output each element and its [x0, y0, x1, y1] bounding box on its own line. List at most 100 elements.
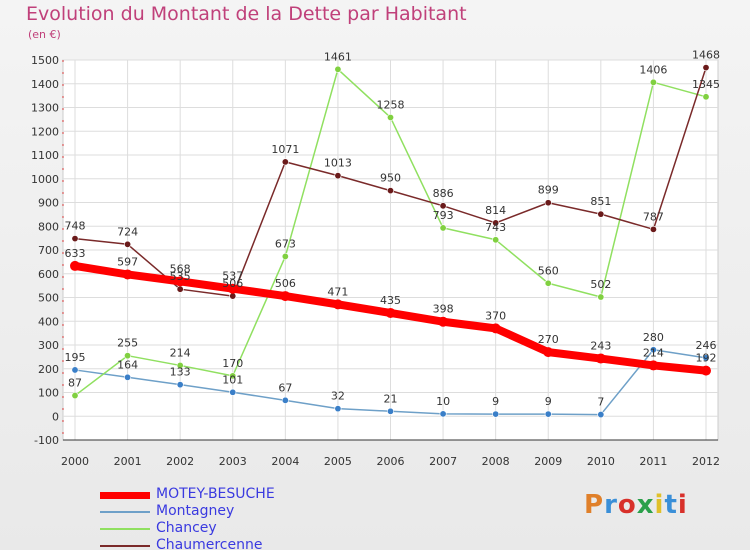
data-point	[124, 240, 132, 248]
legend-swatch	[100, 511, 150, 513]
data-point	[334, 65, 342, 73]
y-tick-label: 1400	[31, 78, 59, 91]
data-labels: 195 164 133 101 67 32 21 10 9 9 7 280 246 87 255 214 170…	[65, 49, 721, 409]
data-label: 743	[485, 221, 506, 234]
data-label: 255	[117, 337, 138, 350]
logo-letter: o	[617, 490, 637, 520]
data-point	[544, 410, 552, 418]
x-tick-label: 2006	[377, 455, 405, 468]
y-tick-label: 1200	[31, 125, 59, 138]
data-label: 787	[643, 210, 664, 223]
data-point	[122, 269, 133, 280]
grid	[62, 59, 719, 441]
data-point	[439, 410, 447, 418]
x-tick-label: 2000	[61, 455, 89, 468]
data-point	[280, 291, 291, 302]
y-tick-label: 900	[38, 197, 59, 210]
data-point	[334, 405, 342, 413]
chart-unit: (en €)	[28, 28, 61, 41]
legend-swatch	[100, 545, 150, 547]
data-label: 195	[65, 351, 86, 364]
data-point	[597, 411, 605, 419]
legend-label: Chancey	[156, 520, 217, 536]
data-label: 164	[117, 358, 138, 371]
data-label: 246	[696, 339, 717, 352]
data-point	[176, 381, 184, 389]
data-label: 214	[170, 346, 191, 359]
data-label: 560	[538, 264, 559, 277]
logo-letter: i	[677, 490, 688, 520]
data-label: 243	[590, 340, 611, 353]
x-tick-label: 2004	[271, 455, 299, 468]
data-point	[386, 187, 394, 195]
data-point	[386, 113, 394, 121]
axes: -100 0 100 200 300 400 500 600 700 800 900 1000 1100…	[31, 54, 720, 468]
data-label: 370	[485, 309, 506, 322]
data-point	[544, 279, 552, 287]
data-label: 851	[590, 195, 611, 208]
data-label: 214	[643, 346, 664, 359]
data-label: 673	[275, 237, 296, 250]
data-label: 270	[538, 333, 559, 346]
y-tick-label: 1100	[31, 149, 59, 162]
data-point	[71, 392, 79, 400]
data-label: 724	[117, 225, 138, 238]
data-label: 170	[222, 357, 243, 370]
data-point	[701, 365, 711, 376]
data-point	[229, 388, 237, 396]
data-point	[70, 260, 80, 271]
logo-letter: x	[636, 490, 655, 520]
y-tick-label: 1000	[31, 173, 59, 186]
legend-swatch	[100, 528, 150, 530]
data-label: 1345	[692, 78, 720, 91]
logo-letter: r	[604, 490, 618, 520]
data-point	[124, 352, 132, 360]
data-label: 21	[384, 392, 398, 405]
data-label: 502	[590, 278, 611, 291]
data-point	[439, 202, 447, 210]
data-label: 748	[65, 220, 86, 233]
data-point	[492, 236, 500, 244]
y-tick-label: 400	[38, 315, 59, 328]
data-point	[649, 346, 657, 354]
y-tick-label: 300	[38, 339, 59, 352]
data-label: 67	[278, 381, 292, 394]
legend-label: MOTEY-BESUCHE	[156, 486, 275, 502]
data-label: 398	[433, 303, 454, 316]
data-point	[648, 360, 659, 371]
data-label: 506	[222, 277, 243, 290]
data-point	[334, 172, 342, 180]
data-point	[438, 316, 449, 327]
x-tick-label: 2011	[639, 455, 667, 468]
x-tick-label: 2010	[587, 455, 615, 468]
data-label: 1468	[692, 49, 720, 62]
data-label: 87	[68, 377, 82, 390]
data-point	[385, 307, 396, 318]
chart-title: Evolution du Montant de la Dette par Hab…	[26, 3, 467, 25]
data-point	[595, 353, 606, 364]
data-label: 886	[433, 187, 454, 200]
data-label: 471	[327, 285, 348, 298]
y-tick-label: 600	[38, 268, 59, 281]
data-point	[227, 283, 238, 294]
data-point	[176, 361, 184, 369]
data-point	[229, 372, 237, 380]
y-tick-label: 1500	[31, 54, 59, 67]
data-point	[124, 373, 132, 381]
data-label: 280	[643, 331, 664, 344]
legend-label: Chaumercenne	[156, 537, 263, 553]
data-point	[71, 366, 79, 374]
data-point	[281, 396, 289, 404]
data-label: 1071	[271, 143, 299, 156]
logo-letter: t	[664, 490, 678, 520]
data-label: 899	[538, 184, 559, 197]
logo-letter: i	[654, 490, 665, 520]
data-point	[175, 276, 186, 287]
data-label: 9	[492, 395, 499, 408]
data-label: 793	[433, 209, 454, 222]
data-point	[439, 224, 447, 232]
data-point	[702, 93, 710, 101]
data-label: 10	[436, 395, 450, 408]
data-point	[702, 64, 710, 72]
